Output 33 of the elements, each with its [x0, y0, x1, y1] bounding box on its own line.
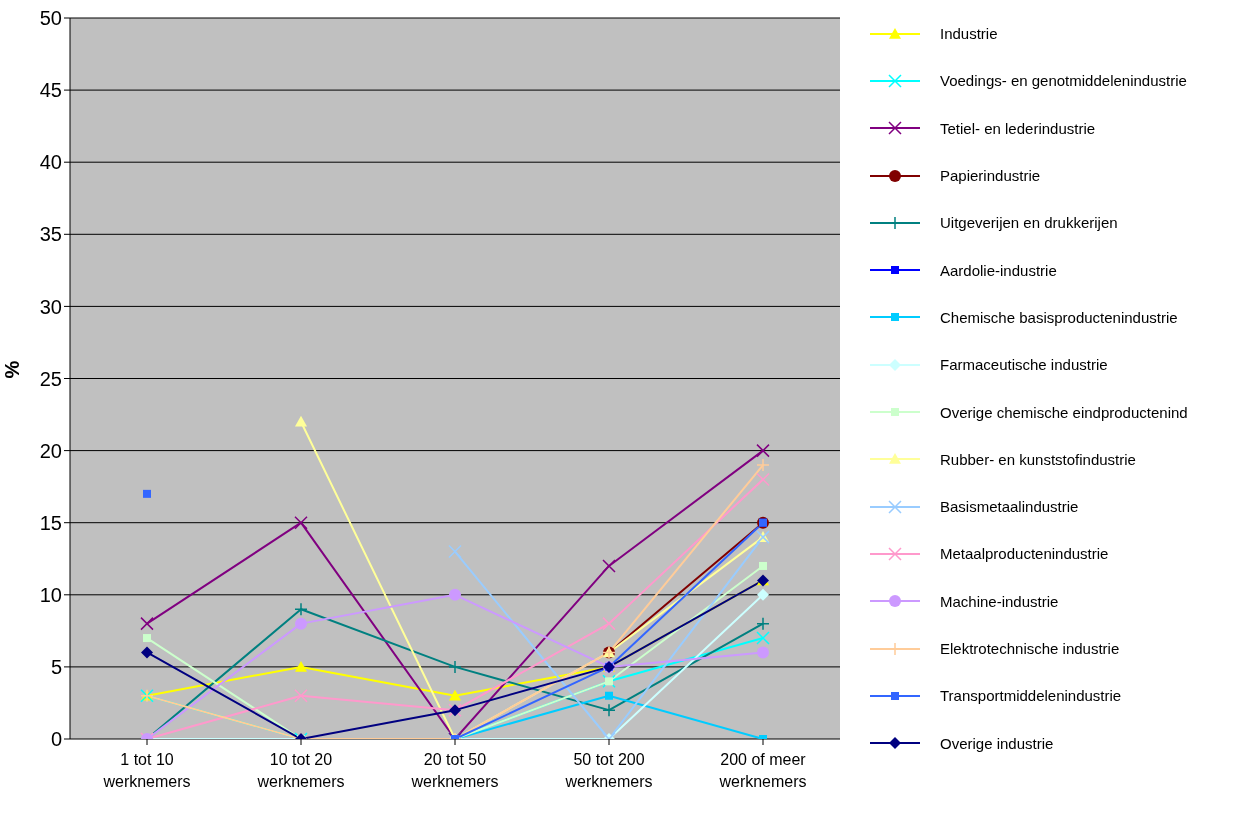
y-tick-label: 5	[50, 656, 62, 678]
y-tick-label: 30	[39, 295, 62, 318]
y-tick-label: 50	[39, 7, 62, 30]
y-tick-label: 45	[39, 79, 62, 102]
x-tick-label: 20 tot 50 werknemers	[410, 751, 499, 790]
legend-label: Overige chemische eindproductenind	[940, 403, 1188, 421]
x-tick-label: 1 tot 10 werknemers	[102, 751, 191, 790]
legend-label: Voedings- en genotmiddelenindustrie	[940, 72, 1187, 90]
x-tick-label: 10 tot 20 werknemers	[256, 751, 345, 790]
legend-label: Basismetaalindustrie	[940, 498, 1079, 516]
legend-label: Chemische basisproductenindustrie	[940, 308, 1178, 326]
y-tick-label: 10	[39, 583, 62, 606]
y-tick-label: 40	[39, 151, 62, 174]
y-tick-label: 25	[39, 367, 62, 390]
legend-label: Papierindustrie	[940, 167, 1041, 185]
y-tick-label: 0	[50, 728, 62, 751]
y-tick-label: 20	[39, 439, 62, 462]
x-tick-label: 200 of meer werknemers	[718, 751, 807, 790]
legend-label: Farmaceutische industrie	[940, 356, 1108, 374]
legend-label: Tetiel- en lederindustrie	[940, 119, 1096, 137]
legend-label: Machine-industrie	[940, 592, 1059, 610]
legend-label: Elektrotechnische industrie	[940, 640, 1120, 657]
legend-label: Transportmiddelenindustrie	[940, 687, 1122, 705]
y-tick-label: 15	[39, 511, 62, 534]
legend-label: Overige industrie	[940, 734, 1054, 752]
y-tick-label: 35	[39, 223, 62, 246]
legend-label: Aardolie-industrie	[940, 261, 1057, 279]
legend-label: Metaalproductenindustrie	[940, 545, 1109, 563]
y-axis-title: %	[1, 360, 24, 379]
legend-label: Industrie	[940, 25, 998, 43]
legend-label: Rubber- en kunststofindustrie	[940, 450, 1136, 468]
x-tick-label: 50 tot 200 werknemers	[564, 751, 653, 790]
legend-label: Uitgeverijen en drukkerijen	[940, 214, 1118, 232]
